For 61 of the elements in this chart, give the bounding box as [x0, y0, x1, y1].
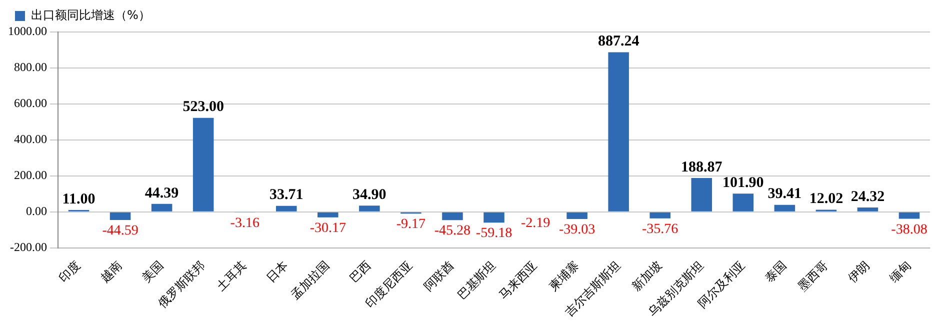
bar: [442, 212, 463, 220]
data-label: -45.28: [434, 224, 471, 239]
y-tick-label: 600.00: [14, 96, 47, 110]
bar: [898, 212, 920, 219]
bar: [151, 204, 172, 212]
x-tick-label: 美国: [139, 258, 166, 286]
bar: [484, 212, 504, 223]
data-label: 523.00: [182, 99, 224, 116]
data-label: -38.08: [891, 222, 928, 238]
y-tick-label: 200.00: [14, 168, 47, 182]
data-label: -30.17: [310, 221, 346, 236]
bar: [110, 212, 131, 220]
data-label: 24.32: [850, 188, 885, 205]
data-label: 34.90: [352, 187, 386, 204]
x-tick-label: 孟加拉国: [288, 258, 332, 302]
x-tick-label: 巴西: [346, 258, 374, 286]
data-label: 188.87: [680, 159, 723, 176]
data-label: 101.90: [722, 174, 764, 191]
y-tick-label: -200.00: [10, 240, 47, 254]
x-tick-label: 土耳其: [214, 258, 250, 294]
bar: [691, 178, 712, 212]
data-label: 44.39: [144, 185, 179, 202]
x-tick-label: 巴基斯坦: [454, 258, 498, 302]
data-label: -9.17: [396, 217, 426, 232]
data-label: 887.24: [598, 34, 640, 50]
bar: [192, 118, 214, 212]
bar: [732, 194, 754, 212]
x-tick-label: 柬埔寨: [546, 258, 582, 294]
bar: [608, 52, 629, 212]
bar: [276, 206, 297, 212]
x-tick-label: 缅甸: [886, 258, 914, 286]
x-tick-label: 日本: [264, 258, 291, 286]
data-label: -59.18: [476, 226, 512, 242]
data-label: -35.76: [642, 222, 678, 238]
x-tick-label: 伊朗: [845, 258, 872, 286]
data-label: -39.03: [558, 222, 596, 238]
data-label: 12.02: [809, 191, 844, 208]
bar: [566, 212, 588, 219]
y-tick-label: 400.00: [14, 132, 47, 146]
bar: [650, 212, 670, 218]
data-label: 39.41: [768, 186, 802, 202]
legend-label: 出口额同比增速（%）: [31, 8, 150, 22]
y-tick-label: 1000.00: [8, 24, 47, 38]
data-label: -2.19: [520, 216, 550, 231]
bar: [359, 206, 380, 212]
x-tick-label: 印度: [56, 258, 84, 286]
bar: [774, 204, 796, 212]
x-tick-label: 新加坡: [629, 258, 664, 294]
x-tick-label: 马来西亚: [496, 258, 540, 302]
y-tick-label: 0.00: [26, 204, 47, 218]
data-label: -44.59: [102, 224, 138, 239]
data-label: 33.71: [270, 187, 304, 204]
data-label: 11.00: [62, 191, 96, 208]
bar: [857, 208, 878, 212]
bar: [318, 212, 338, 218]
x-tick-label: 阿联酋: [421, 258, 457, 294]
y-tick-label: 800.00: [14, 60, 47, 74]
data-label: -3.16: [230, 216, 260, 232]
x-tick-label: 泰国: [762, 258, 789, 286]
x-tick-label: 墨西哥: [795, 258, 831, 294]
x-tick-label: 越南: [98, 258, 125, 286]
